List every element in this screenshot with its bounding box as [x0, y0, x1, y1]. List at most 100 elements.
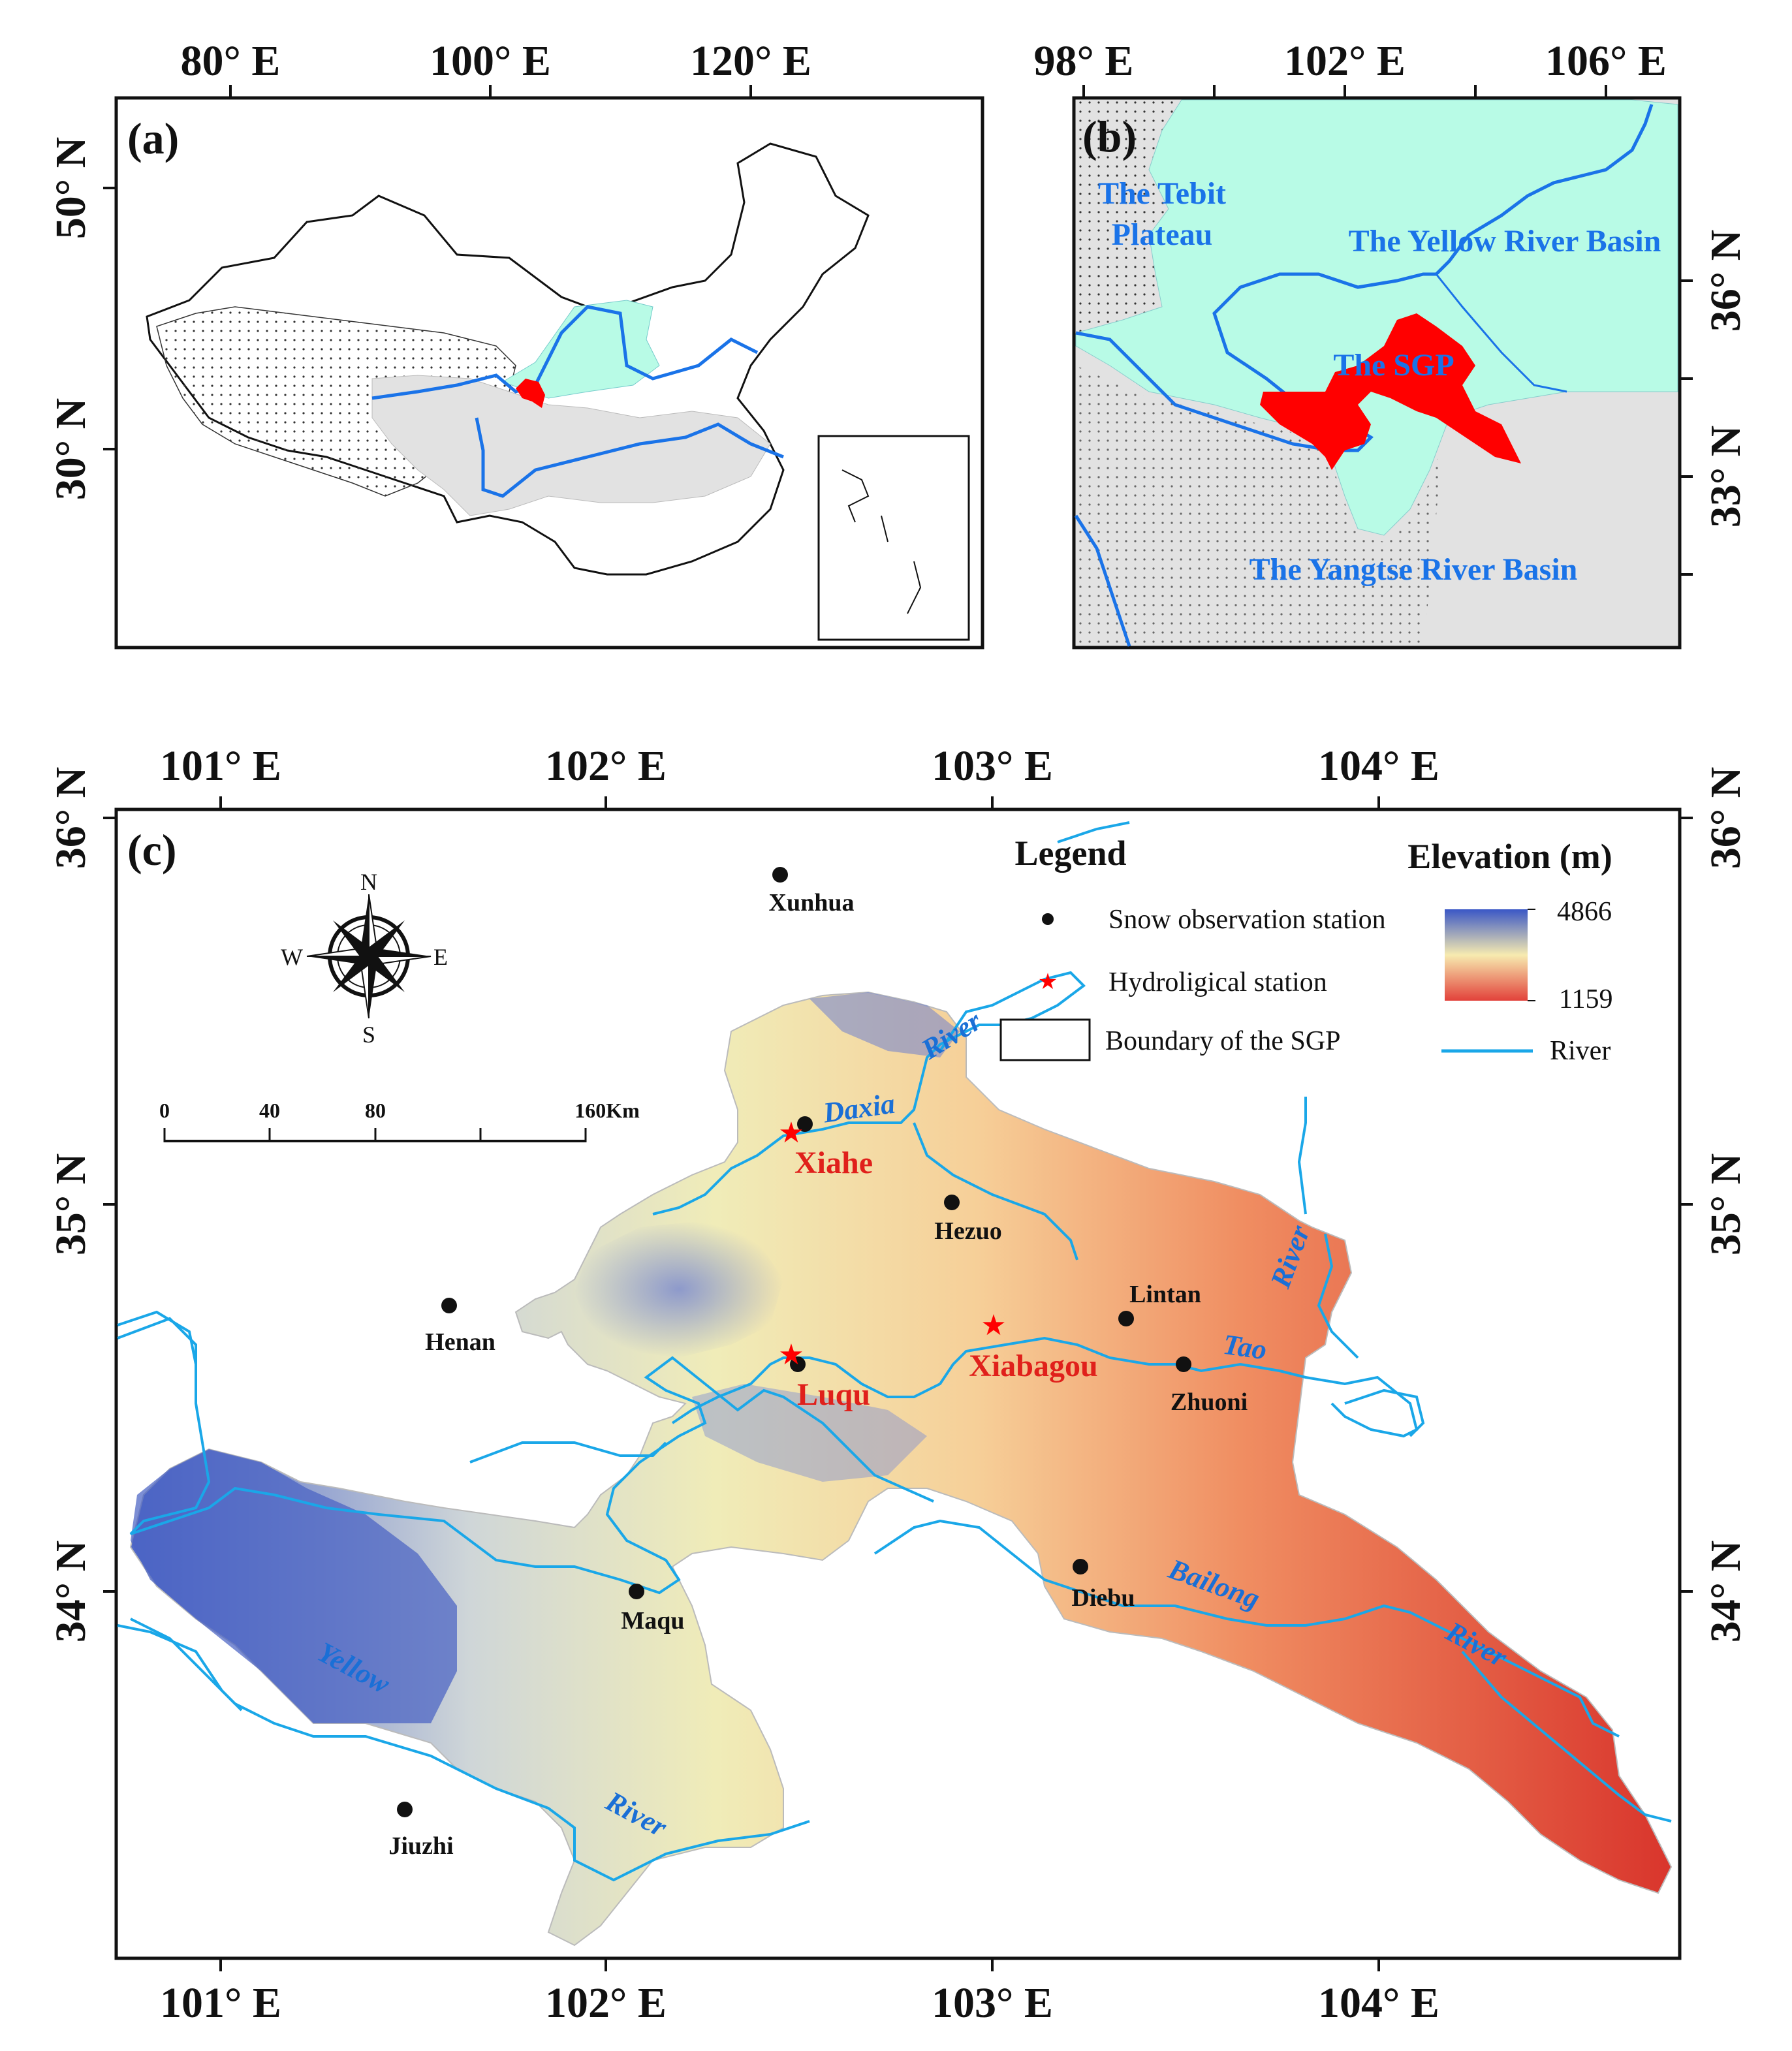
- panel-b-lon-tick: 98° E: [1034, 37, 1134, 85]
- tao-upper: [1297, 1097, 1359, 1359]
- elevation-title: Elevation (m): [1407, 837, 1612, 876]
- sgp-label: The SGP: [1333, 348, 1454, 383]
- station-label: Xunhua: [769, 889, 855, 916]
- panel-b-lat-tick: 36° N: [1702, 230, 1750, 332]
- panel-c-lon-tick: 101° E: [160, 1979, 281, 2027]
- north-highland: [810, 992, 960, 1057]
- yellow-river-a: [371, 305, 759, 400]
- panel-a-lon-tick: 80° E: [181, 37, 281, 85]
- tibet-plateau-label: The Tebit: [1098, 176, 1226, 211]
- panel-c-lon-tick: 104° E: [1318, 742, 1439, 790]
- elevation-min: 1159: [1559, 984, 1612, 1014]
- panel-b-lon-tick: 102° E: [1284, 37, 1406, 85]
- west-river: [117, 1310, 197, 1365]
- daxia-river: [652, 971, 1086, 1215]
- daxia-north: [1057, 821, 1130, 843]
- panel-b-lon-tick: 106° E: [1545, 37, 1667, 85]
- elevation-colorbar: [1445, 909, 1528, 1001]
- snow-station-maqu: [629, 1584, 644, 1599]
- legend-boundary-symbol: [999, 1018, 1091, 1061]
- snow-station-jiuzhi: [397, 1802, 413, 1817]
- panel-a-lat-ticks: 50° N 30° N: [47, 137, 116, 500]
- station-label: Diebu: [1071, 1584, 1135, 1612]
- scale-bar: 0 40 80 160Km: [159, 1099, 640, 1142]
- yellow-tributary-w: [117, 1624, 243, 1712]
- legend-snow-symbol: [1042, 913, 1054, 925]
- panel-c-lat-tick: 34° N: [47, 1541, 95, 1643]
- hydro-station-star-luqu: ★: [778, 1338, 804, 1371]
- river-label-tao: Tao: [1221, 1328, 1269, 1366]
- legend-snow-text: Snow observation station: [1108, 905, 1386, 935]
- legend-title: Legend: [1014, 834, 1126, 873]
- legend: Legend Snow observation station ★ Hydrol…: [999, 834, 1612, 1066]
- sgp-b: [1260, 313, 1521, 470]
- hydro-station-star-xiahe: ★: [778, 1116, 804, 1150]
- scale-tick: 40: [259, 1099, 280, 1122]
- sgp-a: [516, 379, 545, 408]
- yangtse-river-b: [1074, 514, 1131, 647]
- central-highland: [574, 1221, 783, 1358]
- scale-tick: 0: [159, 1099, 170, 1122]
- yellow-river: [117, 1317, 934, 1595]
- east-river: [1344, 1388, 1425, 1437]
- station-label: Henan: [425, 1328, 495, 1356]
- yangtse-basin-label: The Yangtse River Basin: [1250, 552, 1578, 587]
- panel-b-lon-ticks: 98° E 102° E 106° E: [1034, 37, 1667, 98]
- snow-station-henan: [441, 1298, 457, 1313]
- legend-hydro-text: Hydroligical station: [1108, 967, 1327, 997]
- panel-b-label: (b): [1082, 112, 1137, 161]
- panel-c: ★ ★ ★ Xunhua Hezuo Henan Lintan Zhuoni M…: [47, 742, 1750, 2027]
- panel-a-lon-tick: 100° E: [430, 37, 551, 85]
- panel-a-lon-ticks: 80° E 100° E 120° E: [181, 37, 811, 98]
- yangtse-dotted-b: [1076, 366, 1443, 646]
- panel-c-lat-tick: 35° N: [1702, 1153, 1750, 1256]
- legend-river-text: River: [1550, 1036, 1611, 1066]
- snow-station-xunhua: [772, 867, 788, 883]
- sgp-elevation-area: [129, 991, 1673, 1947]
- panel-a-label: (a): [127, 114, 179, 163]
- panel-c-lon-tick: 101° E: [160, 742, 281, 790]
- luqu-river: [671, 1336, 1419, 1438]
- daxia-branch: [913, 1122, 1078, 1260]
- elevation-max: 4866: [1557, 897, 1612, 927]
- panel-c-lon-ticks-top: 101° E 102° E 103° E 104° E: [160, 742, 1439, 809]
- station-label: Lintan: [1129, 1281, 1201, 1308]
- hydro-station-star-xiabagou: ★: [981, 1309, 1006, 1342]
- panel-a: 80° E 100° E 120° E 50° N 30° N (a): [47, 37, 984, 650]
- snow-stations: [397, 867, 1191, 1817]
- western-highland: [131, 1449, 457, 1723]
- compass-e: E: [433, 944, 448, 970]
- panel-c-label: (c): [127, 825, 176, 875]
- snow-station-hezuo: [944, 1195, 960, 1210]
- station-label: Hezuo: [934, 1217, 1001, 1245]
- legend-hydro-symbol: ★: [1038, 969, 1058, 995]
- south-china-sea-inset: [817, 435, 970, 641]
- rivers: [117, 821, 1672, 1882]
- panel-c-lat-ticks-left: 36° N 35° N 34° N: [47, 767, 116, 1643]
- inset-coast: [841, 469, 922, 614]
- hydro-label: Luqu: [797, 1377, 870, 1412]
- panel-c-lon-ticks-bottom: 101° E 102° E 103° E 104° E: [160, 1958, 1439, 2027]
- panel-c-lat-ticks-right: 36° N 35° N 34° N: [1680, 767, 1750, 1643]
- panel-b-lat-tick: 33° N: [1702, 426, 1750, 528]
- panel-c-lon-tick: 102° E: [545, 1979, 667, 2027]
- hydro-stations: ★ ★ ★: [778, 1116, 1006, 1371]
- panel-a-lon-tick: 120° E: [690, 37, 811, 85]
- panel-b-lat-ticks: 36° N 33° N: [1680, 230, 1750, 576]
- legend-boundary-text: Boundary of the SGP: [1105, 1026, 1341, 1056]
- panel-c-lat-tick: 35° N: [47, 1153, 95, 1256]
- north-arrow: N S E W: [281, 869, 448, 1048]
- northwest-river: [469, 1441, 667, 1464]
- panel-c-lat-tick: 36° N: [1702, 767, 1750, 869]
- panel-c-lat-tick: 34° N: [1702, 1541, 1750, 1643]
- compass-w: W: [281, 944, 303, 970]
- station-label: Maqu: [621, 1607, 684, 1635]
- snow-station-diebu: [1073, 1559, 1088, 1574]
- yellow-tributary-b: [1435, 274, 1567, 393]
- panel-c-lon-tick: 104° E: [1318, 1979, 1439, 2027]
- panel-c-lon-tick: 102° E: [545, 742, 667, 790]
- yangtse-river-a: [475, 417, 784, 498]
- panel-a-lat-tick: 50° N: [47, 137, 95, 240]
- bailong-river: [873, 1519, 1672, 1823]
